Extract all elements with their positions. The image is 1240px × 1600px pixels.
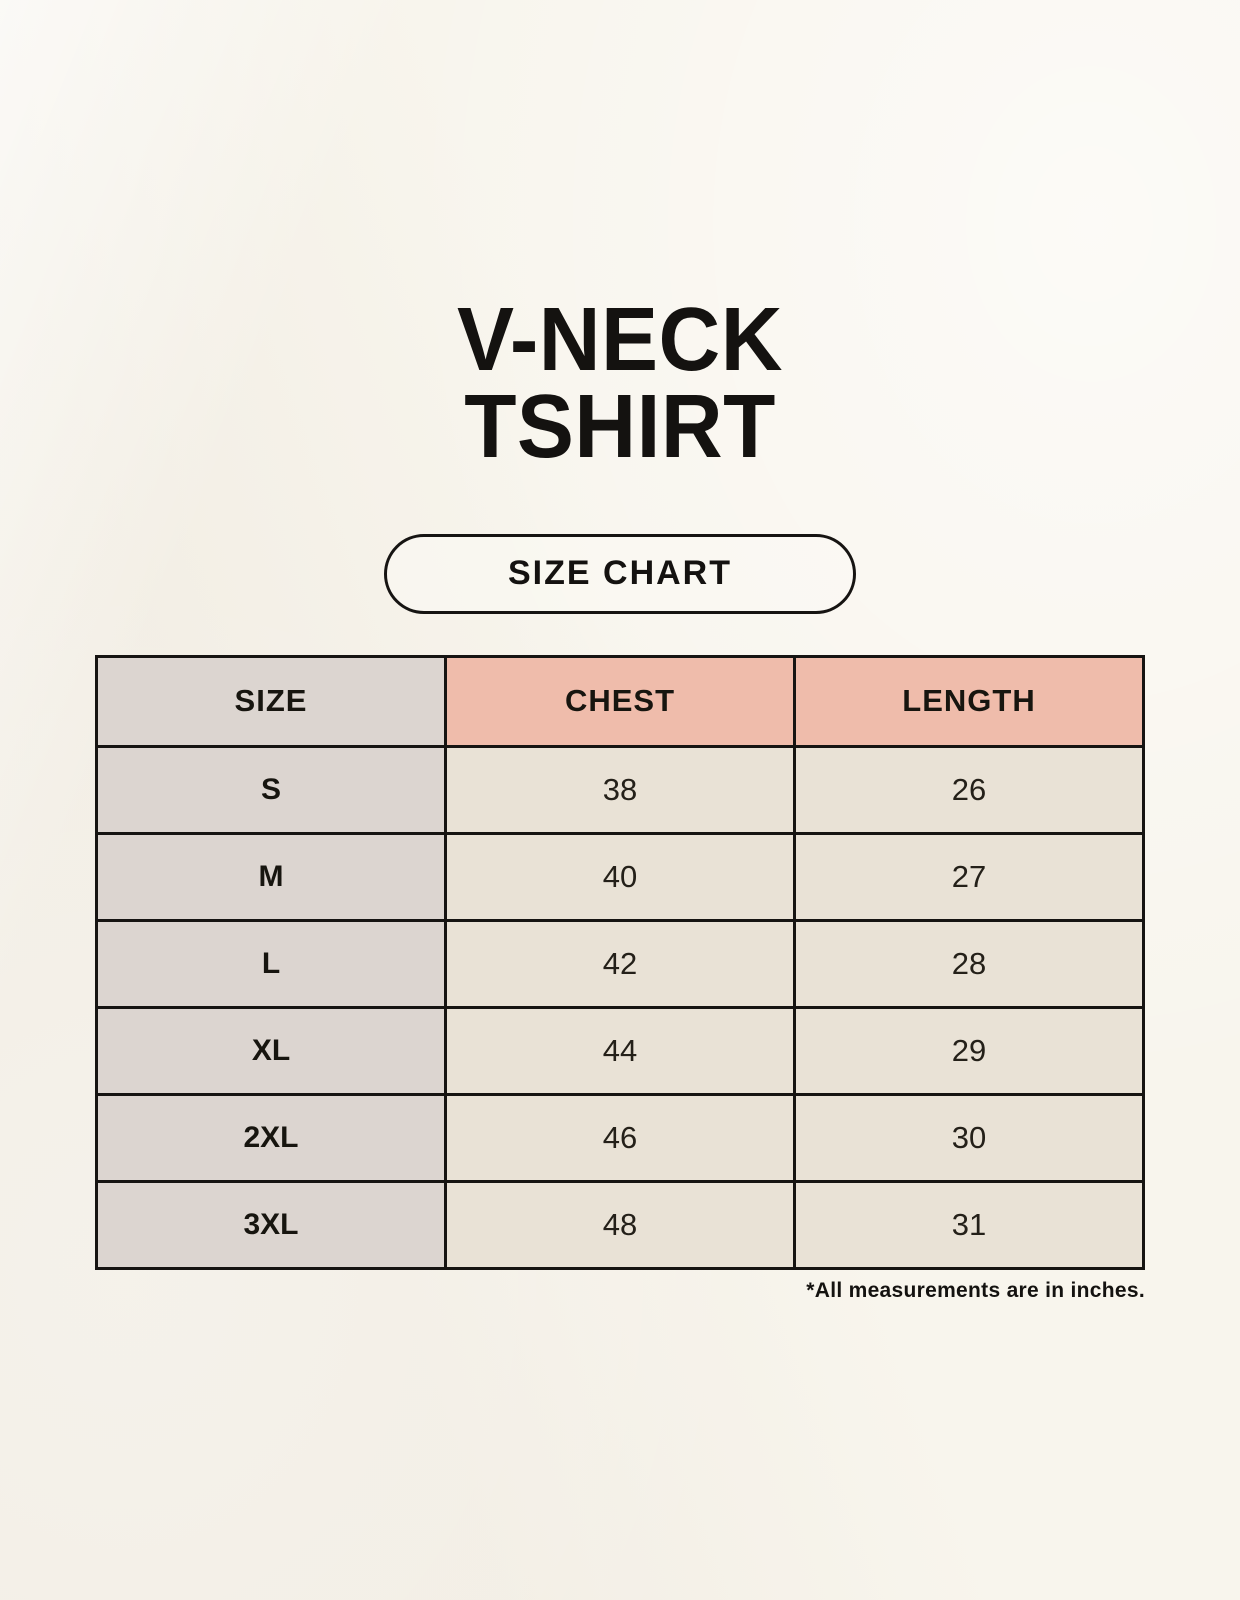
size-chart-badge: SIZE CHART [384,533,856,614]
size-label: 2XL [95,1092,447,1183]
table-row: L 42 28 [95,918,1145,1009]
product-title-line-1: V-NECK [457,290,783,390]
table-row: M 40 27 [95,831,1145,922]
size-label: M [95,831,447,922]
length-value: 29 [793,1005,1145,1096]
table-row: S 38 26 [95,744,1145,835]
size-chart-badge-label: SIZE CHART [508,554,732,593]
length-value: 30 [793,1092,1145,1183]
chest-value: 40 [444,831,796,922]
product-title: V-NECK TSHIRT [31,290,1209,478]
size-label: L [95,918,447,1009]
size-table: SIZE CHEST LENGTH S 38 26 M 40 27 L [95,654,1145,1270]
table-row: 3XL 48 31 [95,1179,1145,1270]
table-row: 2XL 46 30 [95,1092,1145,1183]
column-header-size: SIZE [95,654,447,748]
size-label: 3XL [95,1179,447,1270]
length-value: 26 [793,744,1145,835]
measurements-note: *All measurements are in inches. [806,1278,1145,1302]
size-label: XL [95,1005,447,1096]
column-header-chest: CHEST [444,654,796,748]
size-table-container: SIZE CHEST LENGTH S 38 26 M 40 27 L [95,654,1145,1303]
chest-value: 44 [444,1005,796,1096]
chest-value: 46 [444,1092,796,1183]
column-header-length: LENGTH [793,654,1145,748]
chest-value: 38 [444,744,796,835]
length-value: 28 [793,918,1145,1009]
table-header-row: SIZE CHEST LENGTH [95,654,1145,748]
length-value: 27 [793,831,1145,922]
product-title-line-2: TSHIRT [464,377,776,478]
length-value: 31 [793,1179,1145,1270]
table-row: XL 44 29 [95,1005,1145,1096]
chest-value: 42 [444,918,796,1009]
size-label: S [95,744,447,835]
chest-value: 48 [444,1179,796,1270]
